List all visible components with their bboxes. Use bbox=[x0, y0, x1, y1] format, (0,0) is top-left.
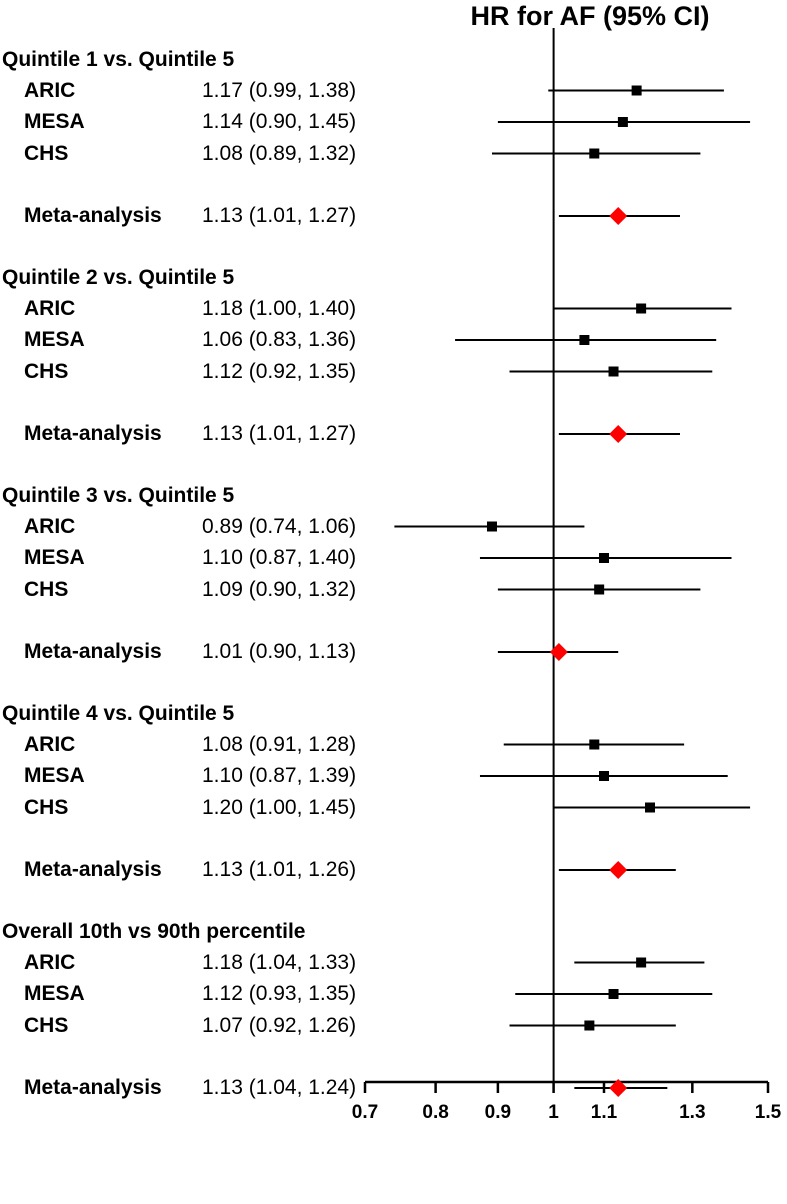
point-estimate-square bbox=[589, 739, 600, 750]
estimate-text: 1.13 (1.01, 1.26) bbox=[202, 858, 357, 881]
study-label: CHS bbox=[24, 795, 69, 819]
x-tick-label: 0.9 bbox=[485, 1102, 511, 1123]
point-estimate-square bbox=[598, 553, 609, 563]
point-estimate-square bbox=[608, 989, 619, 999]
estimate-text: 1.17 (0.99, 1.38) bbox=[202, 78, 357, 102]
chart-title: HR for AF (95% CI) bbox=[470, 1, 710, 31]
study-label: MESA bbox=[24, 110, 85, 133]
estimate-text: 1.12 (0.93, 1.35) bbox=[202, 982, 357, 1005]
study-label: ARIC bbox=[24, 950, 76, 974]
point-estimate-square bbox=[594, 584, 605, 595]
study-label: MESA bbox=[24, 982, 85, 1005]
estimate-text: 1.13 (1.01, 1.27) bbox=[202, 204, 357, 227]
meta-analysis-label: Meta-analysis bbox=[24, 422, 162, 445]
point-estimate-square bbox=[636, 303, 647, 314]
point-estimate-square bbox=[645, 802, 656, 813]
estimate-text: 1.01 (0.90, 1.13) bbox=[202, 640, 357, 663]
pooled-estimate-diamond bbox=[609, 207, 628, 225]
study-label: CHS bbox=[24, 577, 69, 601]
meta-analysis-label: Meta-analysis bbox=[24, 640, 162, 663]
estimate-text: 1.14 (0.90, 1.45) bbox=[202, 110, 357, 133]
point-estimate-square bbox=[584, 1020, 595, 1031]
x-tick-label: 0.7 bbox=[352, 1102, 378, 1123]
estimate-text: 1.07 (0.92, 1.26) bbox=[202, 1013, 357, 1037]
estimate-text: 1.08 (0.91, 1.28) bbox=[202, 732, 357, 756]
estimate-text: 1.10 (0.87, 1.39) bbox=[202, 764, 357, 787]
pooled-estimate-diamond bbox=[609, 861, 628, 879]
estimate-text: 1.20 (1.00, 1.45) bbox=[202, 795, 357, 819]
meta-analysis-label: Meta-analysis bbox=[24, 1076, 162, 1099]
meta-analysis-label: Meta-analysis bbox=[24, 204, 162, 227]
group-header: Quintile 2 vs. Quintile 5 bbox=[2, 266, 235, 289]
point-estimate-square bbox=[579, 335, 590, 345]
group-header: Overall 10th vs 90th percentile bbox=[2, 920, 306, 943]
estimate-text: 1.10 (0.87, 1.40) bbox=[202, 546, 357, 569]
estimate-text: 1.13 (1.04, 1.24) bbox=[202, 1076, 357, 1099]
group-header: Quintile 1 vs. Quintile 5 bbox=[2, 48, 235, 71]
study-label: ARIC bbox=[24, 514, 76, 538]
pooled-estimate-diamond bbox=[549, 643, 568, 661]
x-tick-label: 1.1 bbox=[591, 1102, 618, 1123]
study-label: CHS bbox=[24, 1013, 69, 1037]
study-label: CHS bbox=[24, 141, 69, 165]
group-header: Quintile 4 vs. Quintile 5 bbox=[2, 702, 235, 725]
estimate-text: 0.89 (0.74, 1.06) bbox=[202, 514, 357, 538]
study-label: ARIC bbox=[24, 78, 76, 102]
study-label: CHS bbox=[24, 359, 69, 383]
study-label: ARIC bbox=[24, 296, 76, 320]
x-tick-label: 1 bbox=[548, 1102, 559, 1123]
pooled-estimate-diamond bbox=[609, 425, 628, 443]
estimate-text: 1.18 (1.04, 1.33) bbox=[202, 950, 357, 974]
study-label: ARIC bbox=[24, 732, 76, 756]
estimate-text: 1.13 (1.01, 1.27) bbox=[202, 422, 357, 445]
point-estimate-square bbox=[486, 521, 497, 532]
study-label: MESA bbox=[24, 328, 85, 351]
group-header: Quintile 3 vs. Quintile 5 bbox=[2, 484, 235, 507]
x-tick-label: 1.3 bbox=[679, 1102, 705, 1123]
meta-analysis-label: Meta-analysis bbox=[24, 858, 162, 881]
estimate-text: 1.09 (0.90, 1.32) bbox=[202, 577, 357, 601]
estimate-text: 1.12 (0.92, 1.35) bbox=[202, 359, 357, 383]
x-tick-label: 0.8 bbox=[422, 1102, 448, 1123]
point-estimate-square bbox=[608, 366, 619, 377]
estimate-text: 1.06 (0.83, 1.36) bbox=[202, 328, 357, 351]
study-label: MESA bbox=[24, 764, 85, 787]
estimate-text: 1.18 (1.00, 1.40) bbox=[202, 296, 357, 320]
pooled-estimate-diamond bbox=[609, 1079, 628, 1097]
point-estimate-square bbox=[636, 957, 647, 968]
point-estimate-square bbox=[617, 117, 628, 127]
study-label: MESA bbox=[24, 546, 85, 569]
point-estimate-square bbox=[589, 148, 600, 159]
point-estimate-square bbox=[598, 771, 609, 781]
estimate-text: 1.08 (0.89, 1.32) bbox=[202, 141, 357, 165]
x-tick-label: 1.5 bbox=[755, 1102, 782, 1123]
point-estimate-square bbox=[631, 85, 642, 96]
